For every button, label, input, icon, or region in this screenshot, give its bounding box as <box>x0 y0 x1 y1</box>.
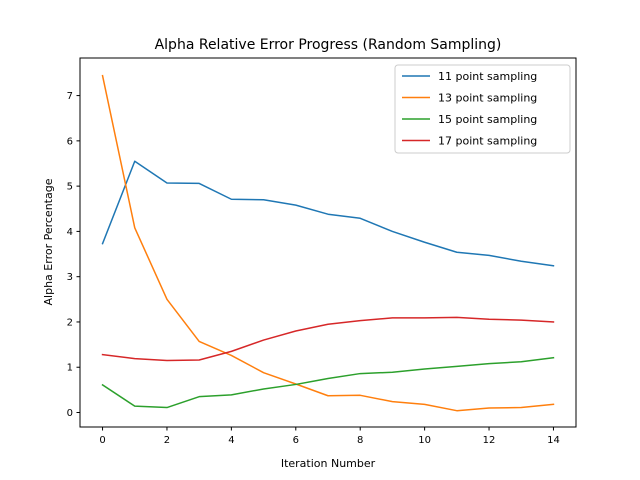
x-axis: 0 2 4 6 8 10 12 14 <box>99 427 560 446</box>
legend: 11 point sampling 13 point sampling 15 poi… <box>394 64 571 154</box>
series-line-3 <box>101 316 555 362</box>
legend-label: 17 point sampling <box>438 135 537 148</box>
y-tick-label: 5 <box>67 182 73 193</box>
axes-frame <box>79 57 577 428</box>
series-line-1 <box>101 74 555 412</box>
y-tick-label: 2 <box>67 317 73 328</box>
y-tick-label: 1 <box>67 363 73 374</box>
chart-title: Alpha Relative Error Progress (Random Sa… <box>155 37 502 53</box>
legend-box <box>394 64 571 154</box>
y-axis: 0 1 2 3 4 5 6 7 <box>67 91 80 419</box>
x-tick-label: 0 <box>99 435 105 446</box>
x-tick-label: 12 <box>483 435 496 446</box>
legend-label: 13 point sampling <box>438 92 537 105</box>
x-tick-label: 10 <box>418 435 431 446</box>
legend-label: 11 point sampling <box>438 70 537 83</box>
series-line-2 <box>101 356 555 409</box>
y-tick-label: 3 <box>67 272 73 283</box>
y-axis-label: Alpha Error Percentage <box>42 178 55 305</box>
y-tick-label: 4 <box>67 227 73 238</box>
y-tick-label: 0 <box>67 408 73 419</box>
x-tick-label: 8 <box>357 435 363 446</box>
plot-area <box>101 74 555 412</box>
x-tick-label: 4 <box>228 435 234 446</box>
x-tick-label: 6 <box>293 435 299 446</box>
x-tick-label: 14 <box>547 435 560 446</box>
legend-label: 15 point sampling <box>438 113 537 126</box>
x-axis-label: Iteration Number <box>281 457 376 470</box>
series-line-0 <box>101 160 555 267</box>
x-tick-label: 2 <box>164 435 170 446</box>
y-tick-label: 7 <box>67 91 73 102</box>
y-tick-label: 6 <box>67 136 73 147</box>
